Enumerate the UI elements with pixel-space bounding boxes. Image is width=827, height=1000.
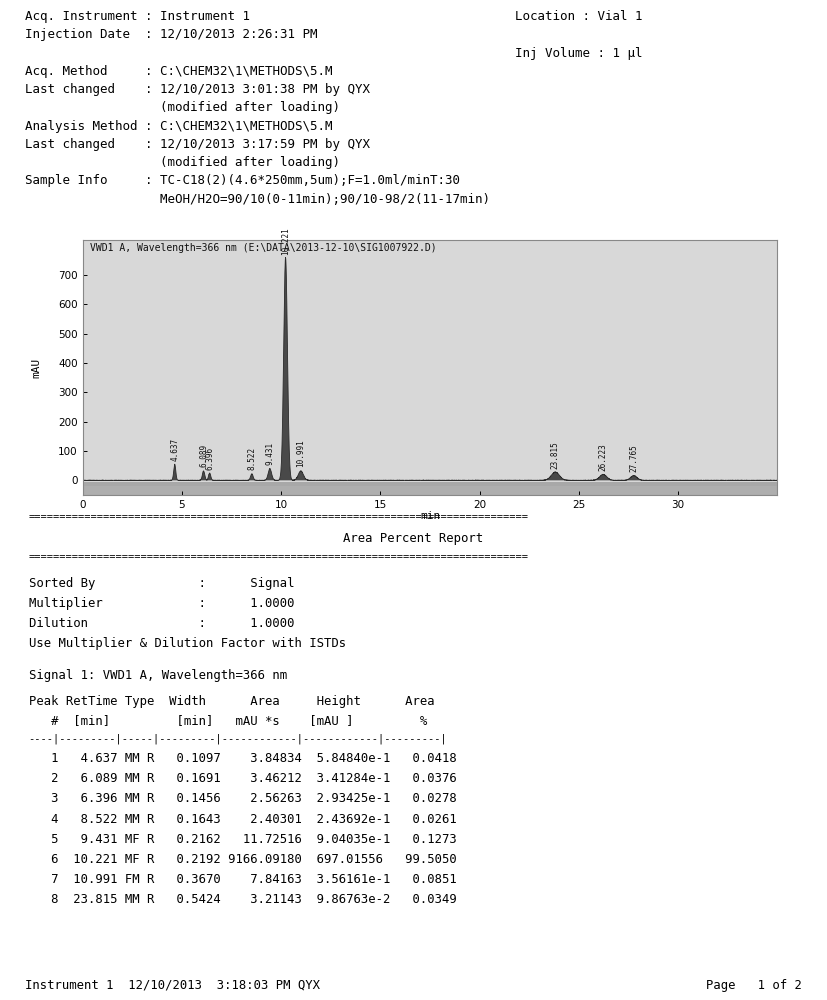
Text: Dilution               :      1.0000: Dilution : 1.0000: [29, 617, 294, 630]
Text: 4   8.522 MM R   0.1643    2.40301  2.43692e-1   0.0261: 4 8.522 MM R 0.1643 2.40301 2.43692e-1 0…: [29, 813, 457, 826]
Text: Instrument 1  12/10/2013  3:18:03 PM QYX: Instrument 1 12/10/2013 3:18:03 PM QYX: [25, 978, 320, 992]
Text: 6  10.221 MF R   0.2192 9166.09180  697.01556   99.5050: 6 10.221 MF R 0.2192 9166.09180 697.0155…: [29, 853, 457, 866]
Text: 4.637: 4.637: [170, 438, 179, 461]
Text: #  [min]         [min]   mAU *s    [mAU ]         %: # [min] [min] mAU *s [mAU ] %: [29, 714, 427, 727]
Text: Last changed    : 12/10/2013 3:01:38 PM by QYX: Last changed : 12/10/2013 3:01:38 PM by …: [25, 83, 370, 96]
Text: Acq. Method     : C:\CHEM32\1\METHODS\5.M: Acq. Method : C:\CHEM32\1\METHODS\5.M: [25, 65, 332, 78]
Text: Signal 1: VWD1 A, Wavelength=366 nm: Signal 1: VWD1 A, Wavelength=366 nm: [29, 669, 287, 682]
Text: ================================================================================: ========================================…: [29, 512, 528, 522]
Text: 26.223: 26.223: [599, 443, 608, 471]
Text: 9.431: 9.431: [265, 442, 275, 465]
Text: 1   4.637 MM R   0.1097    3.84834  5.84840e-1   0.0418: 1 4.637 MM R 0.1097 3.84834 5.84840e-1 0…: [29, 752, 457, 765]
Text: Analysis Method : C:\CHEM32\1\METHODS\5.M: Analysis Method : C:\CHEM32\1\METHODS\5.…: [25, 120, 332, 133]
Text: 27.765: 27.765: [629, 444, 638, 472]
X-axis label: min: min: [420, 511, 440, 521]
Text: Multiplier             :      1.0000: Multiplier : 1.0000: [29, 597, 294, 610]
Text: 6.396: 6.396: [205, 446, 214, 470]
Text: Location : Vial 1: Location : Vial 1: [514, 10, 642, 23]
Text: 10.221: 10.221: [281, 227, 290, 255]
Text: MeOH/H2O=90/10(0-11min);90/10-98/2(11-17min): MeOH/H2O=90/10(0-11min);90/10-98/2(11-17…: [25, 193, 490, 206]
Bar: [83, 482, 777, 486]
Text: 23.815: 23.815: [551, 441, 560, 469]
Text: 5   9.431 MF R   0.2162   11.72516  9.04035e-1   0.1273: 5 9.431 MF R 0.2162 11.72516 9.04035e-1 …: [29, 833, 457, 846]
Text: Last changed    : 12/10/2013 3:17:59 PM by QYX: Last changed : 12/10/2013 3:17:59 PM by …: [25, 138, 370, 151]
Text: 8.522: 8.522: [247, 447, 256, 470]
Text: 7  10.991 FM R   0.3670    7.84163  3.56161e-1   0.0851: 7 10.991 FM R 0.3670 7.84163 3.56161e-1 …: [29, 873, 457, 886]
Text: Area Percent Report: Area Percent Report: [343, 532, 484, 545]
Text: Page   1 of 2: Page 1 of 2: [706, 978, 802, 992]
Text: 10.991: 10.991: [296, 440, 305, 467]
Text: Peak RetTime Type  Width      Area     Height      Area: Peak RetTime Type Width Area Height Area: [29, 695, 434, 708]
Text: Injection Date  : 12/10/2013 2:26:31 PM: Injection Date : 12/10/2013 2:26:31 PM: [25, 28, 318, 41]
Y-axis label: mAU: mAU: [31, 357, 41, 378]
Text: 2   6.089 MM R   0.1691    3.46212  3.41284e-1   0.0376: 2 6.089 MM R 0.1691 3.46212 3.41284e-1 0…: [29, 772, 457, 785]
Text: (modified after loading): (modified after loading): [25, 156, 340, 169]
Text: Use Multiplier & Dilution Factor with ISTDs: Use Multiplier & Dilution Factor with IS…: [29, 637, 346, 650]
Text: ----|---------|-----|---------|------------|------------|---------|: ----|---------|-----|---------|---------…: [29, 733, 447, 744]
Text: 6.089: 6.089: [199, 444, 208, 467]
Text: VWD1 A, Wavelength=366 nm (E:\DATA\2013-12-10\SIG1007922.D): VWD1 A, Wavelength=366 nm (E:\DATA\2013-…: [89, 243, 437, 253]
Text: 3   6.396 MM R   0.1456    2.56263  2.93425e-1   0.0278: 3 6.396 MM R 0.1456 2.56263 2.93425e-1 0…: [29, 792, 457, 805]
Text: Acq. Instrument : Instrument 1: Acq. Instrument : Instrument 1: [25, 10, 250, 23]
Text: Inj Volume : 1 µl: Inj Volume : 1 µl: [514, 47, 642, 60]
Text: Sorted By              :      Signal: Sorted By : Signal: [29, 577, 294, 590]
Text: Sample Info     : TC-C18(2)(4.6*250mm,5um);F=1.0ml/minT:30: Sample Info : TC-C18(2)(4.6*250mm,5um);F…: [25, 174, 460, 187]
Text: ================================================================================: ========================================…: [29, 553, 528, 563]
Text: 8  23.815 MM R   0.5424    3.21143  9.86763e-2   0.0349: 8 23.815 MM R 0.5424 3.21143 9.86763e-2 …: [29, 893, 457, 906]
Text: (modified after loading): (modified after loading): [25, 101, 340, 114]
Bar: [83, 486, 777, 495]
